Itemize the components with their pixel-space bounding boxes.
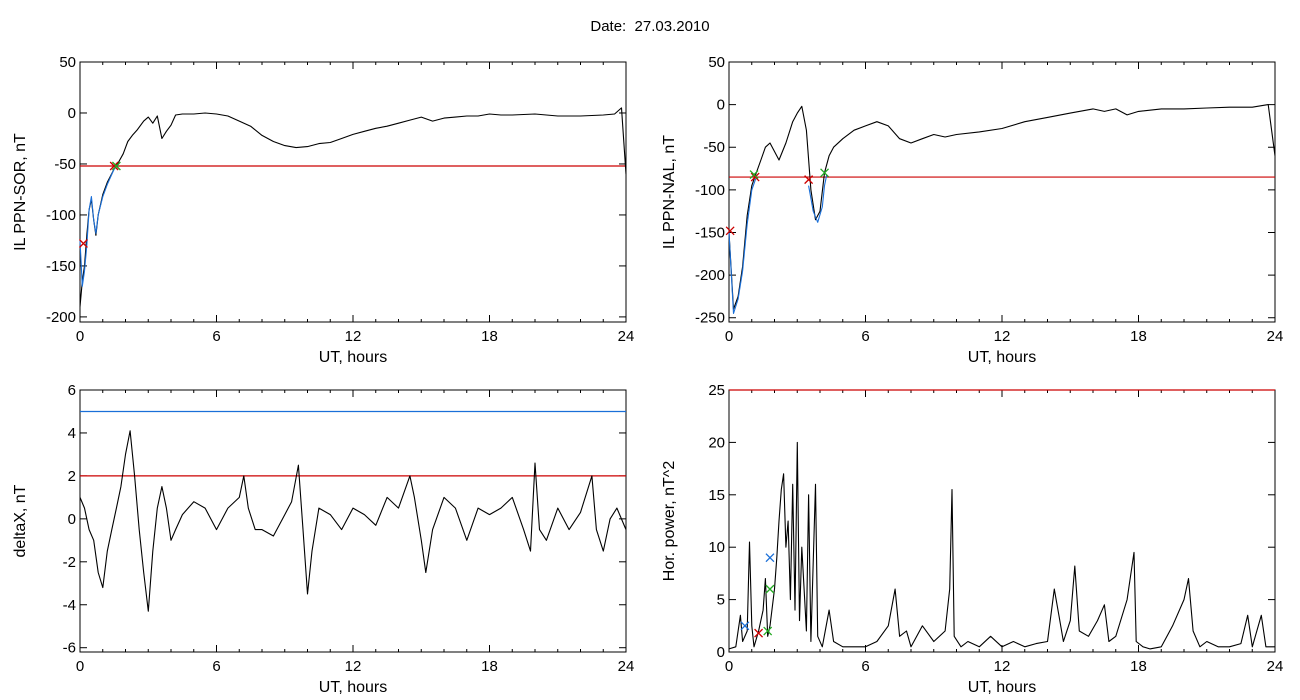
x-tick-label: 24 bbox=[1267, 328, 1284, 345]
panel-top-right: 0 6 12 18 24 50 0 -50 -100 -150 -200 -250 UT, hours I… bbox=[661, 54, 1283, 366]
marker-x bbox=[763, 626, 773, 636]
panel-bottom-left: 0 6 12 18 24 6 4 2 0 -2 -4 -6 UT, hours deltaX, nT bbox=[12, 382, 634, 696]
x-tick-label: 18 bbox=[1130, 658, 1147, 675]
y-tick-label: 25 bbox=[708, 382, 725, 399]
marker-x bbox=[78, 239, 88, 248]
y-tick-label: -4 bbox=[63, 597, 76, 614]
x-tick-label: 0 bbox=[725, 658, 733, 675]
series-line bbox=[728, 176, 757, 315]
x-tick-label: 18 bbox=[481, 328, 498, 345]
x-axis-label: UT, hours bbox=[319, 349, 387, 366]
y-tick-label: -100 bbox=[46, 207, 76, 224]
y-tick-label: 0 bbox=[68, 105, 76, 122]
marker-x bbox=[725, 226, 735, 236]
y-tick-label: -250 bbox=[695, 310, 725, 327]
series-line bbox=[728, 441, 1275, 650]
y-tick-label: 50 bbox=[708, 54, 725, 71]
panel-top-left: 0 6 12 18 24 50 0 -50 -100 -150 -200 UT, hours IL PP… bbox=[12, 54, 634, 366]
y-tick-label: -6 bbox=[63, 640, 76, 657]
marker-x bbox=[754, 628, 764, 638]
series-line bbox=[79, 163, 120, 287]
y-tick-label: 10 bbox=[708, 539, 725, 556]
x-tick-label: 24 bbox=[1267, 658, 1284, 675]
marker-x bbox=[109, 161, 119, 171]
marker-x bbox=[740, 621, 750, 631]
series-line bbox=[728, 104, 1276, 310]
page-title: Date: 27.03.2010 bbox=[590, 18, 710, 35]
x-tick-label: 6 bbox=[212, 328, 220, 345]
y-tick-label: 5 bbox=[717, 592, 725, 609]
y-tick-label: -50 bbox=[54, 156, 76, 173]
y-tick-label: -50 bbox=[703, 139, 725, 156]
y-tick-label: -200 bbox=[695, 267, 725, 284]
y-tick-label: 6 bbox=[68, 382, 76, 399]
y-axis-label: IL PPN-NAL, nT bbox=[661, 135, 678, 249]
x-tick-label: 0 bbox=[76, 658, 84, 675]
x-tick-label: 24 bbox=[618, 328, 635, 345]
y-axis-label: Hor. power, nT^2 bbox=[661, 461, 678, 582]
plot-frame bbox=[79, 389, 627, 653]
marker-x bbox=[111, 161, 121, 171]
x-tick-label: 24 bbox=[618, 658, 635, 675]
plot-frame bbox=[79, 61, 627, 323]
y-tick-label: -200 bbox=[46, 309, 76, 326]
y-tick-label: 20 bbox=[708, 434, 725, 451]
x-tick-label: 18 bbox=[1130, 328, 1147, 345]
x-tick-label: 12 bbox=[345, 328, 362, 345]
x-tick-label: 6 bbox=[212, 658, 220, 675]
y-tick-label: -150 bbox=[695, 224, 725, 241]
y-tick-label: 4 bbox=[68, 425, 76, 442]
series-line bbox=[79, 107, 627, 307]
marker-x bbox=[765, 584, 775, 594]
x-tick-label: 12 bbox=[994, 658, 1011, 675]
y-tick-label: -2 bbox=[63, 554, 76, 571]
y-tick-label: 15 bbox=[708, 487, 725, 504]
x-tick-label: 18 bbox=[481, 658, 498, 675]
y-tick-label: 0 bbox=[717, 97, 725, 114]
x-tick-label: 6 bbox=[861, 328, 869, 345]
y-axis-label: IL PPN-SOR, nT bbox=[12, 133, 29, 251]
x-axis-label: UT, hours bbox=[319, 679, 387, 696]
panel-bottom-right: 0 6 12 18 24 25 20 15 10 5 0 UT, hours Hor. power, n… bbox=[661, 382, 1283, 696]
marker-x bbox=[749, 170, 759, 179]
series-line bbox=[808, 174, 828, 223]
y-tick-label: -100 bbox=[695, 182, 725, 199]
x-tick-label: 0 bbox=[725, 328, 733, 345]
y-tick-label: 2 bbox=[68, 468, 76, 485]
y-tick-label: 0 bbox=[68, 511, 76, 528]
x-tick-label: 12 bbox=[345, 658, 362, 675]
marker-x bbox=[804, 175, 814, 185]
x-axis-label: UT, hours bbox=[968, 679, 1036, 696]
marker-x bbox=[820, 168, 830, 178]
x-axis-label: UT, hours bbox=[968, 349, 1036, 366]
y-tick-label: -150 bbox=[46, 258, 76, 275]
y-axis-label: deltaX, nT bbox=[12, 484, 29, 557]
series-line bbox=[79, 430, 627, 612]
marker-x bbox=[750, 172, 760, 182]
y-tick-label: 50 bbox=[59, 54, 76, 71]
x-tick-label: 0 bbox=[76, 328, 84, 345]
x-tick-label: 6 bbox=[861, 658, 869, 675]
y-tick-label: 0 bbox=[717, 644, 725, 661]
marker-x bbox=[765, 553, 775, 563]
x-tick-label: 12 bbox=[994, 328, 1011, 345]
